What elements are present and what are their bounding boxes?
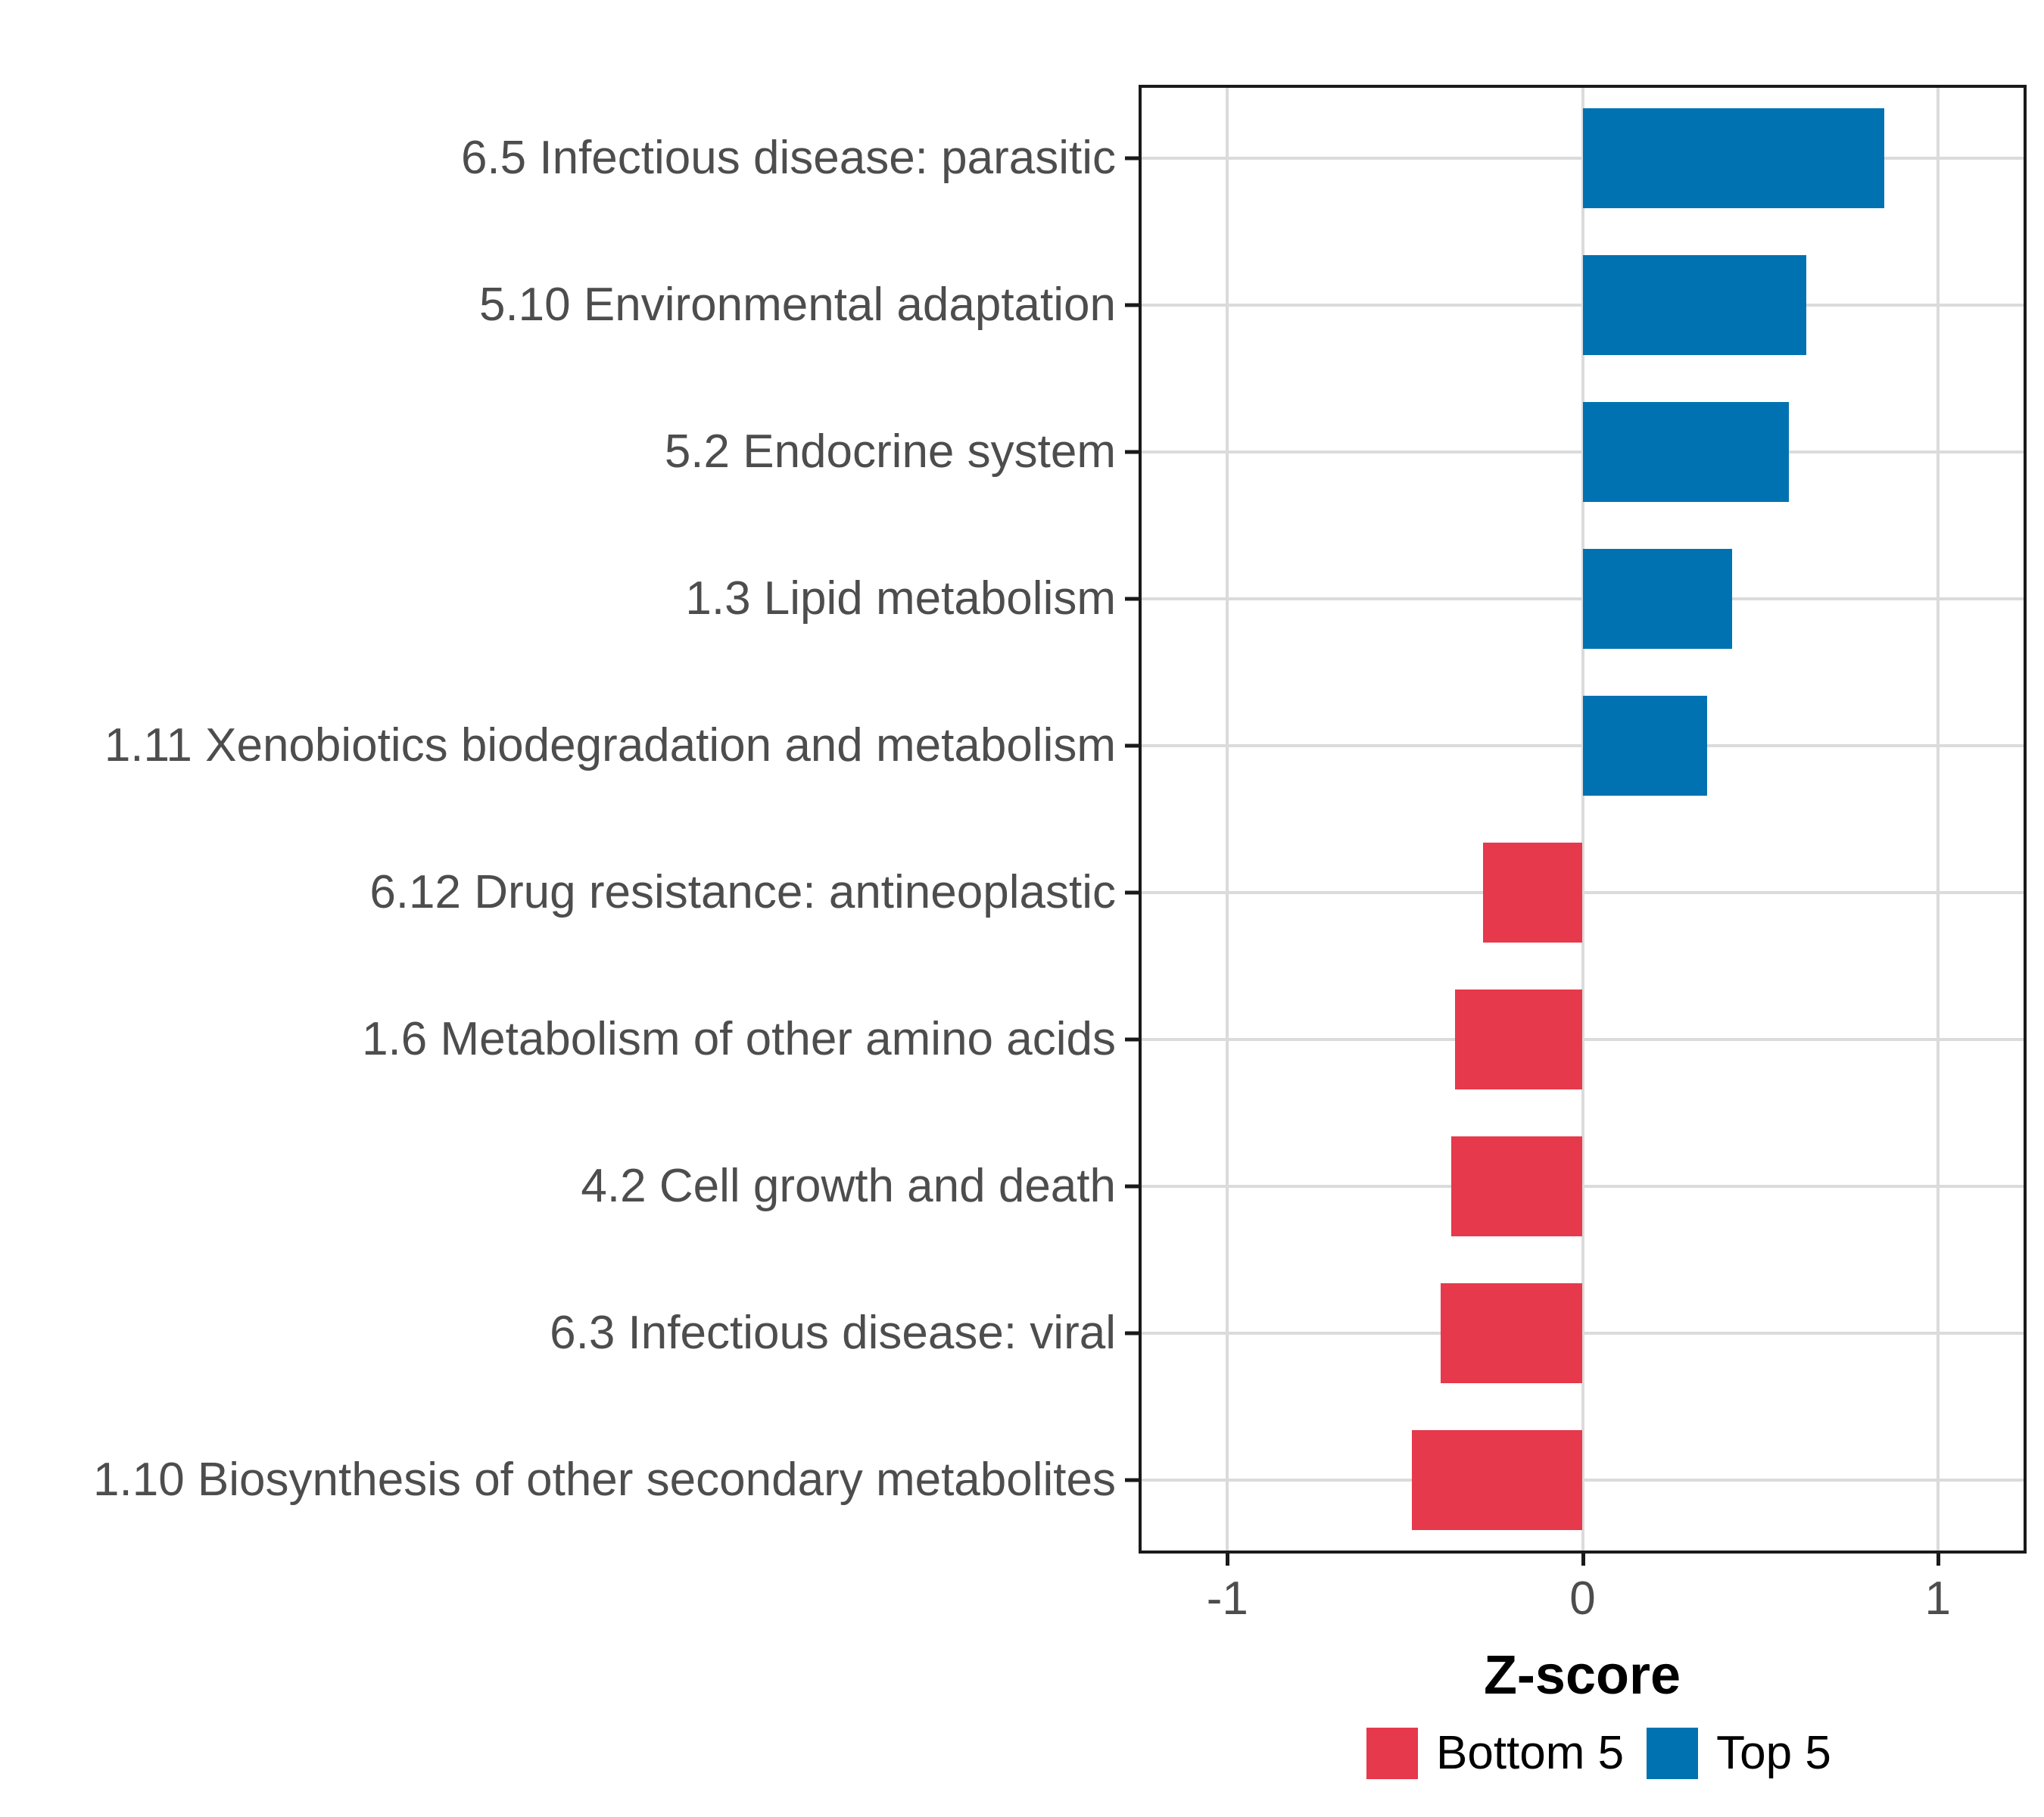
category-label: 1.11 Xenobiotics biodegradation and meta… (104, 719, 1116, 771)
bar (1582, 696, 1707, 796)
category-label: 6.5 Infectious disease: parasitic (460, 132, 1116, 184)
y-tick (1125, 743, 1139, 748)
legend-item: Top 5 (1647, 1728, 1831, 1779)
legend-key-swatch (1647, 1728, 1699, 1779)
category-label: 6.12 Drug resistance: antineoplastic (369, 866, 1116, 918)
legend-item: Bottom 5 (1366, 1728, 1624, 1779)
plot-panel (1139, 85, 2027, 1554)
x-tick-label: -1 (1206, 1572, 1248, 1625)
bar (1582, 402, 1789, 502)
bar (1582, 255, 1807, 355)
bar (1483, 843, 1583, 943)
category-label: 1.10 Biosynthesis of other secondary met… (93, 1454, 1116, 1506)
y-tick (1125, 156, 1139, 161)
category-label: 5.10 Environmental adaptation (478, 279, 1116, 331)
y-tick (1125, 890, 1139, 895)
bar (1582, 108, 1885, 208)
x-gridline (1226, 85, 1229, 1554)
bar (1412, 1430, 1583, 1530)
category-label: 1.6 Metabolism of other amino acids (362, 1013, 1116, 1065)
y-gridline (1139, 1332, 2027, 1335)
x-axis-title: Z-score (1483, 1645, 1681, 1706)
bar (1440, 1283, 1583, 1383)
category-label: 5.2 Endocrine system (664, 425, 1116, 478)
x-tick-label: 1 (1924, 1572, 1951, 1625)
bar (1454, 990, 1583, 1089)
x-tick (1226, 1554, 1230, 1566)
bar (1582, 549, 1732, 649)
y-gridline (1139, 1479, 2027, 1482)
x-gridline (1936, 85, 1940, 1554)
y-gridline (1139, 1185, 2027, 1188)
y-tick (1125, 1184, 1139, 1189)
x-tick (1581, 1554, 1585, 1566)
y-tick (1125, 450, 1139, 454)
y-gridline (1139, 1038, 2027, 1041)
y-tick (1125, 597, 1139, 601)
y-tick (1125, 1478, 1139, 1482)
legend-label: Bottom 5 (1436, 1727, 1625, 1779)
x-tick-label: 0 (1569, 1572, 1596, 1625)
category-label: 6.3 Infectious disease: viral (550, 1307, 1116, 1359)
bar (1450, 1136, 1583, 1236)
x-gridline (1581, 85, 1584, 1554)
legend-key-swatch (1366, 1728, 1418, 1779)
y-tick (1125, 1331, 1139, 1335)
y-tick (1125, 1037, 1139, 1042)
legend: Bottom 5 Top 5 (1366, 1728, 1831, 1779)
category-label: 1.3 Lipid metabolism (685, 572, 1116, 625)
legend-label: Top 5 (1716, 1727, 1831, 1779)
y-tick (1125, 303, 1139, 307)
category-label: 4.2 Cell growth and death (581, 1160, 1116, 1212)
y-gridline (1139, 891, 2027, 894)
x-tick (1936, 1554, 1940, 1566)
